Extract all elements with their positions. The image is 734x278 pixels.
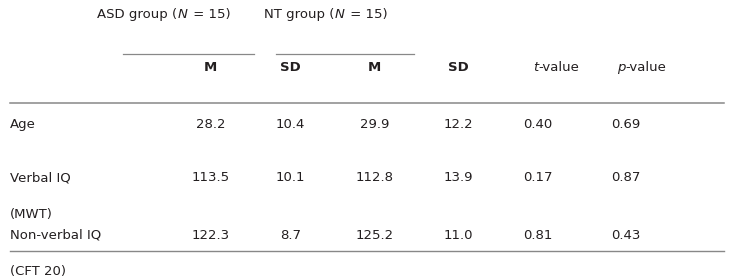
Text: 0.87: 0.87 (611, 171, 640, 184)
Text: 12.2: 12.2 (443, 118, 473, 131)
Text: 8.7: 8.7 (280, 229, 301, 242)
Text: SD: SD (448, 61, 468, 74)
Text: 10.4: 10.4 (276, 118, 305, 131)
Text: -value: -value (625, 61, 666, 74)
Text: M: M (204, 61, 217, 74)
Text: 112.8: 112.8 (355, 171, 393, 184)
Text: M: M (368, 61, 381, 74)
Text: 13.9: 13.9 (443, 171, 473, 184)
Text: -value: -value (538, 61, 579, 74)
Text: SD: SD (280, 61, 301, 74)
Text: 122.3: 122.3 (192, 229, 230, 242)
Text: 29.9: 29.9 (360, 118, 389, 131)
Text: NT group (: NT group ( (264, 8, 334, 21)
Text: 0.81: 0.81 (523, 229, 553, 242)
Text: = 15): = 15) (189, 8, 231, 21)
Text: ASD group (: ASD group ( (98, 8, 178, 21)
Text: Non-verbal IQ: Non-verbal IQ (10, 229, 101, 242)
Text: (CFT 20): (CFT 20) (10, 265, 66, 278)
Text: N: N (178, 8, 187, 21)
Text: (MWT): (MWT) (10, 208, 53, 221)
Text: 11.0: 11.0 (443, 229, 473, 242)
Text: 0.69: 0.69 (611, 118, 640, 131)
Text: p: p (617, 61, 625, 74)
Text: t: t (533, 61, 538, 74)
Text: 125.2: 125.2 (355, 229, 393, 242)
Text: 28.2: 28.2 (196, 118, 225, 131)
Text: 0.17: 0.17 (523, 171, 553, 184)
Text: 113.5: 113.5 (192, 171, 230, 184)
Text: N: N (334, 8, 344, 21)
Text: Verbal IQ: Verbal IQ (10, 171, 70, 184)
Text: = 15): = 15) (346, 8, 388, 21)
Text: Age: Age (10, 118, 36, 131)
Text: 10.1: 10.1 (276, 171, 305, 184)
Text: 0.40: 0.40 (523, 118, 553, 131)
Text: 0.43: 0.43 (611, 229, 640, 242)
